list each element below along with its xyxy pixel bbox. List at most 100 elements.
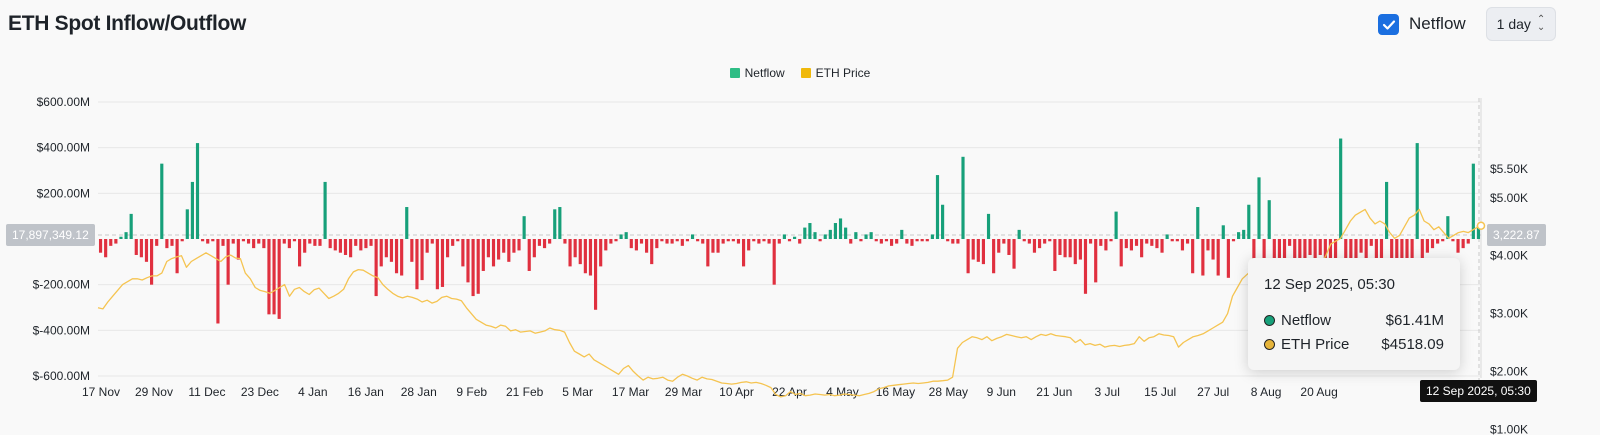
netflow-bar [1053, 239, 1057, 271]
netflow-bar [747, 239, 751, 251]
netflow-bar [287, 239, 291, 249]
netflow-bar [971, 239, 975, 260]
netflow-bar [706, 239, 710, 267]
netflow-bar [1083, 239, 1088, 294]
netflow-checkbox[interactable] [1378, 14, 1399, 35]
netflow-bar [1385, 181, 1389, 239]
netflow-bar [900, 229, 904, 239]
netflow-bar [1466, 239, 1470, 244]
netflow-bar [318, 239, 322, 246]
page-title: ETH Spot Inflow/Outflow [8, 12, 247, 35]
netflow-bar [604, 239, 608, 251]
netflow-bar [915, 239, 919, 242]
netflow-bar [1451, 239, 1455, 242]
netflow-bar [170, 239, 174, 246]
netflow-checkbox-label[interactable]: Netflow [1409, 14, 1466, 33]
netflow-bar [144, 239, 149, 262]
y-left-tick-label: $400.00M [37, 141, 90, 155]
netflow-bar [206, 239, 210, 244]
netflow-bar [1134, 239, 1139, 246]
netflow-bar [548, 239, 552, 244]
netflow-bar [134, 239, 138, 255]
netflow-bar [1231, 239, 1236, 242]
netflow-bar [400, 239, 404, 276]
x-tick-label: 29 Nov [135, 385, 173, 399]
netflow-bar [772, 239, 776, 285]
y-right-tick-label: $4.00K [1490, 249, 1528, 263]
netflow-bar [1456, 239, 1460, 253]
netflow-bar [798, 239, 802, 244]
netflow-bar [343, 239, 348, 255]
netflow-bar [160, 163, 164, 239]
netflow-bar [828, 229, 832, 239]
netflow-bar [935, 175, 940, 239]
netflow-bar [1124, 239, 1128, 249]
netflow-bar [599, 239, 603, 267]
netflow-bar [1206, 239, 1210, 251]
x-tick-label: 29 Mar [665, 385, 702, 399]
x-tick-label: 9 Feb [456, 385, 487, 399]
netflow-bar [1140, 239, 1144, 258]
netflow-bar [139, 239, 143, 258]
netflow-bar [1114, 211, 1118, 239]
netflow-bar [1191, 239, 1195, 274]
netflow-bar [838, 218, 843, 239]
netflow-bar [405, 207, 409, 239]
netflow-bar [660, 239, 664, 242]
y-left-tick-label: $-200.00M [33, 278, 90, 292]
x-tick-label: 15 Jul [1144, 385, 1176, 399]
netflow-bar [844, 227, 848, 239]
netflow-bar [1369, 239, 1373, 246]
netflow-bar [1267, 200, 1271, 239]
netflow-bar [1476, 225, 1481, 239]
x-tick-label: 20 Aug [1300, 385, 1337, 399]
netflow-bar [905, 239, 909, 244]
netflow-bar [721, 239, 725, 244]
netflow-bar [1237, 232, 1241, 239]
y-right-tick-label: $1.00K [1490, 422, 1528, 435]
netflow-bar [430, 239, 434, 244]
netflow-bar [650, 239, 654, 265]
tooltip-row-eth-price: ETH Price $4518.09 [1264, 332, 1444, 356]
netflow-bar [787, 239, 792, 242]
netflow-bar [1175, 239, 1179, 242]
legend-item-eth-price[interactable]: ETH Price [800, 66, 870, 80]
netflow-bar [976, 239, 980, 262]
netflow-bar [98, 239, 103, 253]
netflow-bar [879, 239, 883, 244]
netflow-bar [1425, 239, 1429, 253]
netflow-bar [1247, 204, 1251, 239]
netflow-bar [277, 239, 281, 319]
netflow-bar [1032, 239, 1037, 253]
x-tick-label: 9 Jun [987, 385, 1016, 399]
netflow-bar [1390, 239, 1394, 271]
netflow-bar [272, 239, 276, 315]
netflow-bar [180, 239, 184, 242]
netflow-bar [1446, 216, 1450, 239]
time-range-select[interactable]: 1 day ⌃ ⌄ [1486, 7, 1556, 41]
netflow-bar [354, 239, 358, 246]
netflow-bar [767, 239, 771, 244]
netflow-bar [992, 239, 996, 274]
netflow-bar [1333, 239, 1338, 260]
netflow-bar [1129, 239, 1133, 251]
netflow-bar [731, 239, 735, 242]
netflow-bar [226, 239, 230, 285]
chart-legend: Netflow ETH Price [0, 66, 1600, 80]
netflow-bar [150, 239, 154, 285]
netflow-bar [328, 239, 332, 249]
legend-item-netflow[interactable]: Netflow [729, 66, 785, 80]
x-tick-label: 28 May [929, 385, 968, 399]
netflow-bar [1216, 239, 1220, 276]
netflow-bar [823, 234, 827, 239]
netflow-bar [384, 239, 388, 258]
netflow-bar [1288, 239, 1292, 246]
netflow-bar [895, 239, 899, 244]
netflow-bar [527, 239, 531, 271]
netflow-bar [690, 234, 695, 239]
netflow-bar [1027, 239, 1031, 244]
checkmark-icon [1382, 19, 1395, 30]
netflow-bar [129, 213, 133, 239]
netflow-bar [1298, 239, 1302, 260]
netflow-bar [1037, 239, 1042, 249]
